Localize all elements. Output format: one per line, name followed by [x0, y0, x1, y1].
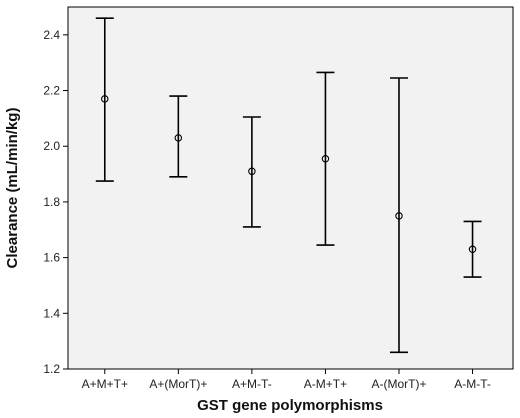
- y-tick-label: 1.4: [43, 306, 60, 320]
- error-bar-3: [242, 116, 261, 228]
- y-tick-label: 1.6: [43, 251, 60, 265]
- mean-point: [248, 167, 256, 176]
- error-bar-5: [389, 77, 408, 354]
- y-tick-label: 2.4: [43, 28, 60, 42]
- mean-point: [395, 212, 403, 220]
- error-bar-6: [463, 220, 482, 278]
- mean-point: [174, 134, 183, 142]
- y-tick-label: 1.2: [43, 362, 60, 376]
- x-tick-label: A-M+T+: [304, 377, 347, 391]
- x-tick-label: A+M+T+: [82, 377, 128, 391]
- y-tick-label: 2.2: [43, 84, 60, 98]
- x-tick-label: A-M-T-: [454, 377, 491, 391]
- error-bar-2: [169, 95, 188, 178]
- mean-point: [321, 155, 330, 163]
- x-axis-title: GST gene polymorphisms: [197, 397, 383, 414]
- error-bar-4: [316, 71, 335, 246]
- x-tick-label: A+(MorT)+: [149, 377, 207, 391]
- y-axis: 1.2 1.4 1.6 1.8 2.0 2.2 2.4: [43, 28, 68, 376]
- x-tick-label: A-(MorT)+: [371, 377, 426, 391]
- y-tick-label: 1.8: [43, 195, 60, 209]
- y-axis-title: Clearance (mL/min/kg): [4, 108, 21, 269]
- plot-area: [67, 6, 514, 370]
- error-bar-1: [95, 17, 114, 182]
- error-bar-series: [95, 17, 482, 354]
- x-tick-label: A+M-T-: [232, 377, 272, 391]
- x-axis: A+M+T+ A+(MorT)+ A+M-T- A-M+T+ A-(MorT)+ A-M-…: [82, 369, 491, 391]
- y-tick-label: 2.0: [43, 139, 60, 153]
- mean-point: [101, 95, 109, 103]
- mean-point: [468, 245, 477, 254]
